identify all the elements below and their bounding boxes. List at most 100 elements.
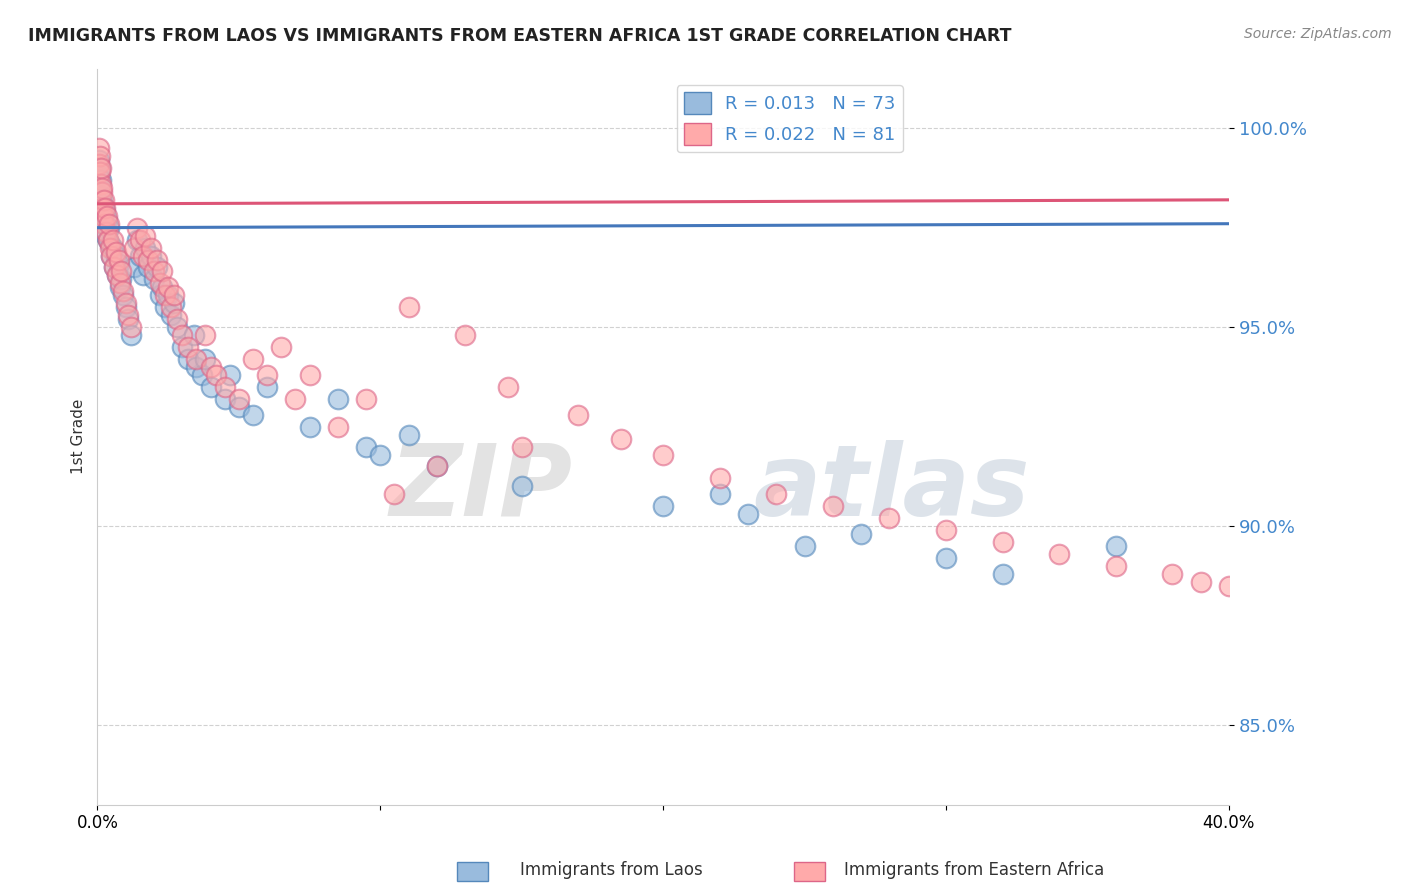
Point [1105,539,1128,553]
Point [142,264,165,278]
Point [122,260,145,275]
Point [765,487,787,501]
Point [120,320,142,334]
Point [298,419,321,434]
Point [242,351,264,366]
Point [1161,566,1184,581]
Point [160,308,183,322]
Point [128,248,150,262]
Point [100,248,122,262]
Point [183,328,205,343]
Point [149,288,172,302]
Point [186,359,208,374]
Point [879,511,901,525]
Point [104,248,127,262]
Point [111,288,134,302]
Point [1105,558,1128,573]
Point [131,248,153,262]
Point [97,233,120,247]
Point [101,241,124,255]
Point [652,500,675,514]
Point [991,566,1014,581]
Point [94,201,117,215]
Point [122,241,145,255]
Point [91,209,114,223]
Point [93,217,115,231]
Point [205,368,228,382]
Point [567,408,589,422]
Point [90,161,112,175]
Point [89,149,111,163]
Text: ZIP: ZIP [389,440,572,537]
Point [242,408,264,422]
Point [98,241,121,255]
Point [157,288,180,302]
Point [110,272,132,286]
Point [426,459,449,474]
Point [107,252,129,267]
Point [160,300,183,314]
Point [177,351,200,366]
Point [152,264,174,278]
Point [284,392,307,406]
Point [454,328,477,343]
Point [298,368,321,382]
Point [87,153,110,167]
Point [191,368,214,382]
Point [89,157,111,171]
Point [426,459,449,474]
Point [1189,574,1212,589]
Point [157,280,180,294]
Point [935,551,957,566]
Point [93,220,115,235]
Point [228,400,250,414]
Point [91,193,114,207]
Point [108,280,131,294]
Point [93,201,115,215]
Point [139,241,162,255]
Point [166,312,188,326]
Point [155,300,177,314]
Point [152,280,174,294]
Text: IMMIGRANTS FROM LAOS VS IMMIGRANTS FROM EASTERN AFRICA 1ST GRADE CORRELATION CHA: IMMIGRANTS FROM LAOS VS IMMIGRANTS FROM … [28,27,1012,45]
Point [97,233,120,247]
Point [91,217,114,231]
Point [105,268,128,283]
Point [186,351,208,366]
Point [97,217,120,231]
Point [793,539,815,553]
Point [101,233,124,247]
Point [103,260,125,275]
Point [125,220,148,235]
Point [107,256,129,270]
Point [326,392,349,406]
Point [94,225,117,239]
Point [110,264,132,278]
Point [90,189,112,203]
Text: Source: ZipAtlas.com: Source: ZipAtlas.com [1244,27,1392,41]
Point [194,351,217,366]
Point [104,244,127,259]
Point [91,209,114,223]
Point [117,312,139,326]
Point [326,419,349,434]
Point [214,380,236,394]
Point [149,277,172,291]
Point [142,272,165,286]
Point [97,220,120,235]
Point [510,479,533,493]
Text: atlas: atlas [754,440,1031,537]
Point [163,288,186,302]
Point [200,359,222,374]
Point [214,392,236,406]
Point [256,368,278,382]
Point [94,204,117,219]
Point [125,233,148,247]
Point [134,228,156,243]
Point [91,181,114,195]
Point [270,340,292,354]
Point [737,507,759,521]
Point [398,427,420,442]
Point [200,380,222,394]
Point [96,209,118,223]
